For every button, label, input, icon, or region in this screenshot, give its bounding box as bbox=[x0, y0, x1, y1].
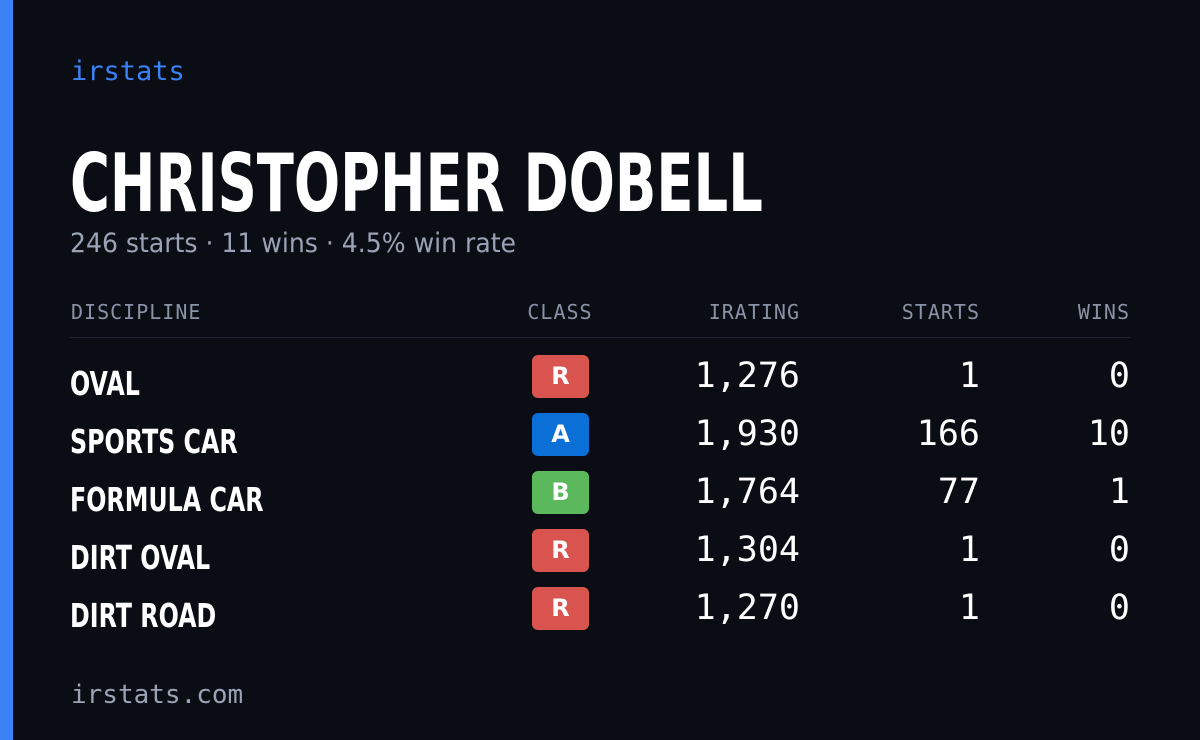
driver-summary: 246 starts · 11 wins · 4.5% win rate bbox=[70, 228, 517, 259]
row-starts: 1 bbox=[958, 356, 980, 396]
row-wins: 0 bbox=[1108, 530, 1130, 570]
row-wins: 10 bbox=[1087, 414, 1130, 454]
row-irating: 1,304 bbox=[694, 530, 800, 570]
class-badge: A bbox=[532, 413, 589, 456]
table-row: SPORTS CAR A 1,930 166 10 bbox=[70, 396, 1130, 461]
row-discipline: SPORTS CAR bbox=[70, 422, 238, 461]
header-discipline: DISCIPLINE bbox=[71, 300, 202, 324]
class-badge: R bbox=[532, 355, 589, 398]
row-irating: 1,930 bbox=[694, 414, 800, 454]
table-body: OVAL R 1,276 1 0 SPORTS CAR A 1,930 166 … bbox=[70, 338, 1130, 635]
row-starts: 166 bbox=[916, 414, 980, 454]
row-discipline: DIRT ROAD bbox=[70, 596, 217, 635]
row-wins: 0 bbox=[1108, 588, 1130, 628]
table-row: FORMULA CAR B 1,764 77 1 bbox=[70, 454, 1130, 519]
row-discipline: OVAL bbox=[70, 364, 140, 403]
header-class: CLASS bbox=[527, 300, 593, 324]
class-badge: R bbox=[532, 529, 589, 572]
table-header: DISCIPLINE CLASS IRATING STARTS WINS bbox=[70, 300, 1130, 338]
header-wins: WINS bbox=[1077, 300, 1130, 324]
row-wins: 0 bbox=[1108, 356, 1130, 396]
driver-name: CHRISTOPHER DOBELL bbox=[70, 137, 763, 230]
table-row: DIRT ROAD R 1,270 1 0 bbox=[70, 570, 1130, 635]
row-irating: 1,270 bbox=[694, 588, 800, 628]
row-starts: 1 bbox=[958, 588, 980, 628]
brand-logo: irstats bbox=[71, 56, 185, 87]
header-irating: IRATING bbox=[708, 300, 800, 324]
row-wins: 1 bbox=[1108, 472, 1130, 512]
row-starts: 77 bbox=[937, 472, 980, 512]
accent-bar bbox=[0, 0, 13, 740]
class-badge: B bbox=[532, 471, 589, 514]
header-starts: STARTS bbox=[901, 300, 980, 324]
footer-url: irstats.com bbox=[71, 680, 244, 710]
row-discipline: DIRT OVAL bbox=[70, 538, 211, 577]
discipline-table: DISCIPLINE CLASS IRATING STARTS WINS OVA… bbox=[70, 300, 1130, 635]
row-irating: 1,764 bbox=[694, 472, 800, 512]
row-discipline: FORMULA CAR bbox=[70, 480, 264, 519]
class-badge: R bbox=[532, 587, 589, 630]
row-starts: 1 bbox=[958, 530, 980, 570]
row-irating: 1,276 bbox=[694, 356, 800, 396]
table-row: OVAL R 1,276 1 0 bbox=[70, 338, 1130, 403]
table-row: DIRT OVAL R 1,304 1 0 bbox=[70, 512, 1130, 577]
